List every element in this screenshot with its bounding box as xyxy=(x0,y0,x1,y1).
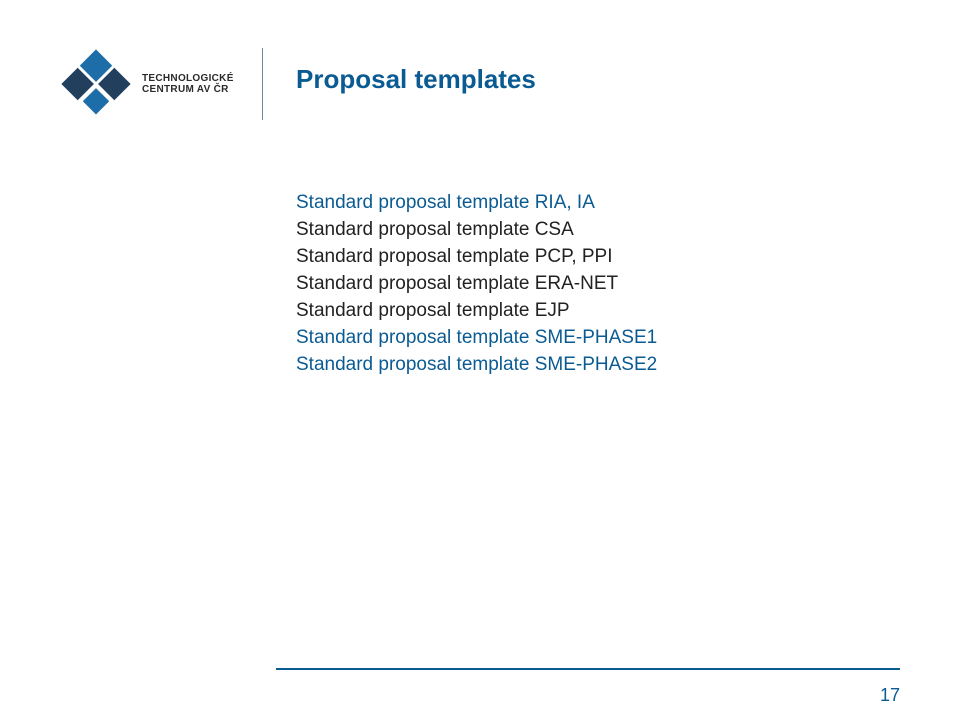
content-line: Standard proposal template SME-PHASE1 xyxy=(296,325,657,352)
logo-text: TECHNOLOGICKÉ CENTRUM AV ČR xyxy=(142,73,234,96)
content-block: Standard proposal template RIA, IA Stand… xyxy=(296,190,657,379)
content-line: Standard proposal template SME-PHASE2 xyxy=(296,352,657,379)
slide-title: Proposal templates xyxy=(296,64,536,95)
tc-avcr-logo-icon xyxy=(60,48,132,120)
content-line: Standard proposal template EJP xyxy=(296,298,657,325)
logo-text-line1: TECHNOLOGICKÉ xyxy=(142,73,234,85)
content-line: Standard proposal template ERA-NET xyxy=(296,271,657,298)
page-number: 17 xyxy=(880,685,900,706)
logo-block: TECHNOLOGICKÉ CENTRUM AV ČR xyxy=(60,48,234,120)
footer-divider xyxy=(276,668,900,670)
logo-text-line2: CENTRUM AV ČR xyxy=(142,84,234,96)
content-line: Standard proposal template RIA, IA xyxy=(296,190,657,217)
header-divider xyxy=(262,48,263,120)
content-line: Standard proposal template PCP, PPI xyxy=(296,244,657,271)
content-line: Standard proposal template CSA xyxy=(296,217,657,244)
